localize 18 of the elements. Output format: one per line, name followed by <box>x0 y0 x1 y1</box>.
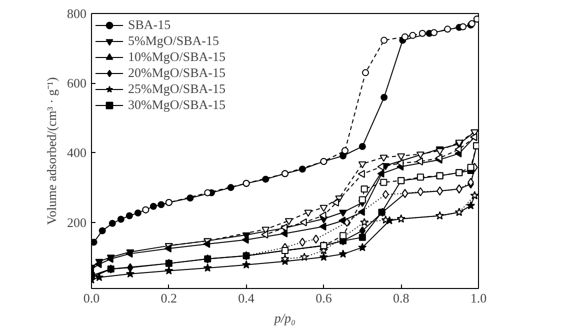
x-tick-label: 0.4 <box>238 290 255 306</box>
x-tick-label: 0.6 <box>316 290 332 306</box>
x-tick-label: 0.2 <box>160 290 178 306</box>
y-tick-label: 400 <box>67 145 86 160</box>
y-tick-label: 200 <box>67 214 86 230</box>
legend-label: 25%MgO/SBA-15 <box>128 81 226 97</box>
x-tick-label: 0.0 <box>83 290 100 306</box>
legend-label: SBA-15 <box>128 17 171 33</box>
x-tick-label: 1.0 <box>470 290 487 306</box>
x-tick-label: 0.8 <box>392 290 410 306</box>
legend-label: 10%MgO/SBA-15 <box>128 49 226 65</box>
x-axis-title: p/p₀ <box>273 310 296 326</box>
legend-label: 30%MgO/SBA-15 <box>128 97 226 113</box>
y-axis-title: Volume adsorbed/(cm³ · g⁻¹) <box>44 77 59 225</box>
legend-label: 5%MgO/SBA-15 <box>128 33 220 49</box>
y-tick-label: 800 <box>67 6 86 21</box>
legend-label: 20%MgO/SBA-15 <box>128 65 226 81</box>
y-tick-label: 600 <box>67 76 86 91</box>
